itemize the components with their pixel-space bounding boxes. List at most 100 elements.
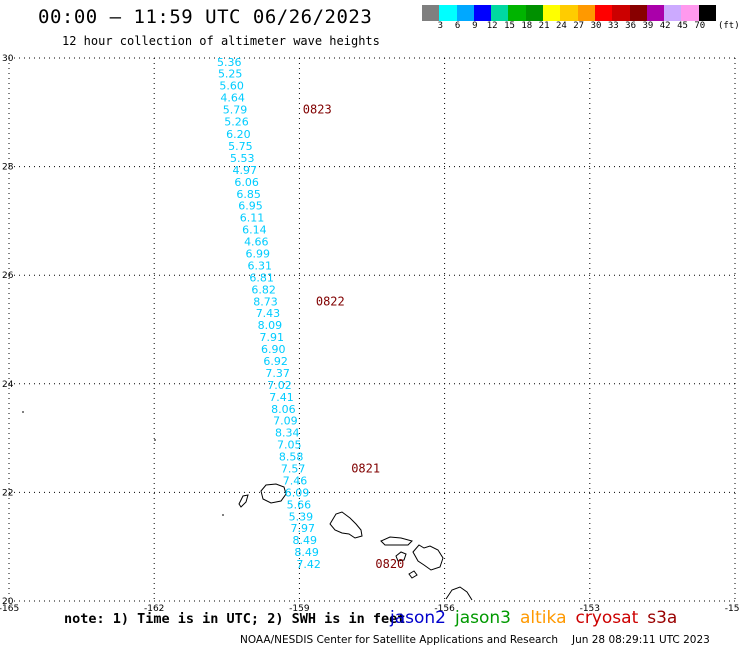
- altimeter-track: 5.365.255.604.645.795.266.205.755.534.97…: [217, 56, 321, 571]
- molokai-island: [380, 536, 413, 546]
- swh-value: 6.20: [226, 128, 251, 141]
- colorbar-label: 21: [538, 21, 550, 31]
- lat-tick-label: 20: [2, 597, 14, 607]
- colorbar-swatch: [629, 5, 647, 21]
- colorbar-label: 24: [555, 21, 567, 31]
- colorbar-label: 3: [437, 21, 444, 31]
- lon-tick-label: -165: [0, 604, 19, 614]
- swh-value: 8.06: [271, 403, 296, 416]
- swh-value: 5.66: [287, 498, 312, 511]
- satellite-legend: jason2 jason3 altika cryosat s3a: [390, 608, 686, 628]
- swh-value: 5.25: [218, 68, 243, 81]
- swh-value: 6.92: [263, 355, 288, 368]
- swh-value: 7.97: [291, 522, 316, 535]
- colorbar-swatch: [664, 5, 682, 21]
- colorbar-label: 15: [504, 21, 515, 31]
- swh-value: 7.57: [281, 463, 306, 476]
- swh-value: 5.39: [289, 510, 314, 523]
- swh-colorbar: [422, 5, 717, 21]
- colorbar-label: 70: [694, 21, 706, 31]
- swh-value: 7.42: [296, 558, 321, 571]
- swh-value: 5.26: [224, 116, 249, 129]
- swh-value: 7.09: [273, 415, 298, 428]
- swh-value: 7.02: [267, 379, 292, 392]
- swh-value: 6.11: [240, 212, 265, 225]
- swh-value: 8.34: [275, 427, 300, 440]
- colorbar-label: 30: [590, 21, 602, 31]
- pass-time-label: 0823: [303, 103, 332, 117]
- pass-time-labels: 0823 0822 0821 0820: [303, 103, 405, 571]
- swh-value: 5.75: [228, 140, 253, 153]
- swh-value: 8.73: [253, 295, 278, 308]
- map-subtitle: 12 hour collection of altimeter wave hei…: [62, 34, 380, 48]
- swh-value: 7.43: [256, 307, 281, 320]
- swh-value: 5.79: [223, 104, 248, 117]
- colorbar-swatch: [577, 5, 595, 21]
- lon-tick-label: -156: [434, 604, 455, 614]
- swh-value: 6.31: [247, 259, 272, 272]
- colorbar-swatch: [508, 5, 526, 21]
- swh-value: 7.91: [260, 331, 285, 344]
- pass-time-label: 0822: [316, 294, 345, 308]
- credit-text: NOAA/NESDIS Center for Satellite Applica…: [240, 634, 558, 646]
- legend-cryosat: cryosat: [575, 608, 639, 628]
- colorbar-label: 45: [677, 21, 688, 31]
- swh-value: 6.90: [261, 343, 286, 356]
- colorbar-swatch: [646, 5, 665, 21]
- swh-value: 6.14: [242, 224, 267, 237]
- big-island: [445, 586, 473, 601]
- swh-value: 7.46: [283, 474, 308, 487]
- oahu-island: [329, 511, 363, 539]
- lat-lon-grid: [8, 57, 736, 602]
- colorbar-swatch: [456, 5, 474, 21]
- colorbar-labels: 3 6 9 12 15 18 21 24 27 30 33 36 39 42 45 70 (ft): [422, 21, 740, 33]
- colorbar-swatch: [698, 5, 717, 21]
- swh-value: 4.97: [232, 164, 257, 177]
- lat-tick-label: 22: [2, 488, 13, 498]
- colorbar-label: 36: [625, 21, 637, 31]
- lon-tick-label: -159: [289, 604, 310, 614]
- lat-tick-label: 26: [2, 271, 14, 281]
- colorbar-swatch: [681, 5, 699, 21]
- colorbar-label: 33: [607, 21, 619, 31]
- swh-value: 8.09: [258, 319, 283, 332]
- swh-value: 7.41: [269, 391, 294, 404]
- colorbar-swatch: [543, 5, 561, 21]
- swh-value: 7.37: [265, 367, 290, 380]
- map-title: 00:00 – 11:59 UTC 06/26/2023: [38, 6, 373, 28]
- maui-island: [412, 544, 444, 571]
- colorbar-swatch: [612, 5, 630, 21]
- legend-s3a: s3a: [647, 608, 678, 628]
- swh-value: 6.99: [246, 247, 271, 260]
- swh-value: 6.09: [285, 486, 310, 499]
- swh-value: 8.49: [294, 546, 319, 559]
- colorbar-swatch: [560, 5, 578, 21]
- pass-time-label: 0820: [375, 557, 404, 571]
- credit-line: NOAA/NESDIS Center for Satellite Applica…: [240, 634, 710, 646]
- colorbar-label: 12: [486, 21, 498, 31]
- colorbar-unit: (ft): [717, 21, 740, 31]
- swh-value: 7.05: [277, 439, 302, 452]
- colorbar-label: 18: [521, 21, 533, 31]
- colorbar-swatch: [491, 5, 509, 21]
- swh-value: 8.49: [292, 534, 317, 547]
- lon-tick-label: -150: [725, 604, 740, 614]
- swh-value: 5.36: [217, 56, 242, 69]
- legend-altika: altika: [520, 608, 567, 628]
- swh-value: 8.58: [279, 451, 304, 464]
- swh-value: 5.53: [230, 152, 255, 165]
- colorbar-swatch: [594, 5, 613, 21]
- swh-value: 6.81: [249, 271, 274, 284]
- hawaii-coastline: [22, 411, 473, 601]
- lon-tick-label: -153: [580, 604, 600, 614]
- swh-value: 6.06: [234, 176, 259, 189]
- colorbar-label: 9: [472, 21, 478, 31]
- lat-tick-label: 28: [2, 163, 14, 173]
- legend-jason2: jason2: [390, 608, 446, 628]
- colorbar-label: 6: [454, 21, 461, 31]
- kauai-island: [260, 483, 287, 504]
- swh-value: 4.64: [220, 92, 245, 105]
- colorbar-label: 39: [642, 21, 654, 31]
- kahoolawe-island: [408, 570, 418, 579]
